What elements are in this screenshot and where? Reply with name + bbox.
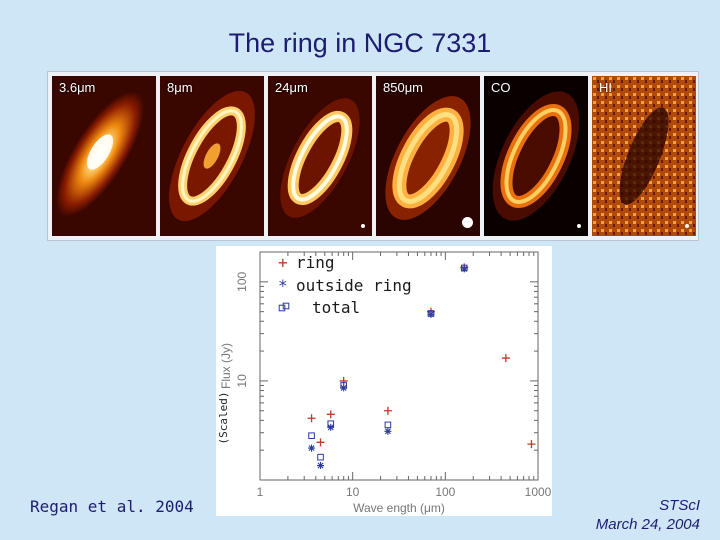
x-tick-label: 1000 — [525, 485, 552, 499]
legend-symbol: * — [278, 276, 288, 295]
panel-label: CO — [491, 80, 511, 95]
data-point-total — [460, 264, 468, 272]
galaxy-panel-850um: 850μm — [376, 76, 480, 236]
data-point-total — [340, 382, 347, 389]
galaxy-panel-hi: HI — [592, 76, 696, 236]
data-point-ring — [339, 376, 348, 385]
data-point-total — [317, 453, 324, 461]
beam-size-marker — [685, 224, 689, 228]
citation: Regan et al. 2004 — [30, 497, 194, 516]
x-tick-label: 100 — [435, 485, 455, 499]
legend-symbol — [282, 302, 290, 310]
plot-frame — [259, 251, 539, 481]
data-point-total — [327, 420, 335, 427]
galaxy-panel-co: CO — [484, 76, 588, 236]
data-point-ring — [501, 354, 510, 363]
y-axis-note: (Scaled) — [217, 392, 230, 445]
beam-size-marker — [577, 224, 581, 228]
y-tick-label: 100 — [235, 271, 249, 291]
data-point-outside-ring — [308, 444, 316, 452]
galaxy-image-24um — [268, 76, 372, 236]
panel-label: HI — [599, 80, 612, 95]
flux-chart-svg: 1 10 100 1000 10 100 Wave ength (μm) Flux (Jy) (… — [217, 251, 552, 515]
beam-size-marker — [462, 217, 473, 228]
galaxy-image-co — [484, 76, 588, 236]
footer-date: March 24, 2004 — [595, 516, 700, 533]
legend-symbol: + — [278, 253, 288, 272]
galaxy-panel-24um: 24μm — [268, 76, 372, 236]
data-point-outside-ring — [460, 265, 468, 273]
footer-org: STScI — [659, 497, 700, 514]
y-tick-label: 10 — [235, 374, 249, 388]
legend-label: outside ring — [296, 276, 412, 295]
data-point-ring — [316, 438, 325, 447]
data-point-total — [308, 432, 315, 439]
legend-label: ring — [296, 253, 335, 272]
legend-label: total — [312, 298, 360, 317]
x-axis-label: Wave ength (μm) — [353, 501, 445, 515]
y-axis-label: Flux (Jy) — [219, 343, 233, 389]
x-tick-label: 1 — [257, 485, 264, 499]
panel-label: 8μm — [167, 80, 193, 95]
slide-title: The ring in NGC 7331 — [228, 28, 492, 58]
data-point-ring — [383, 406, 392, 415]
data-point-ring — [307, 414, 316, 423]
panel-label: 850μm — [383, 80, 424, 95]
panel-label: 24μm — [275, 80, 308, 95]
galaxy-image-850um — [376, 76, 480, 236]
data-point-total — [427, 310, 435, 317]
data-point-outside-ring — [427, 310, 435, 318]
flux-chart: 1 10 100 1000 10 100 Wave ength (μm) Flux (Jy) (… — [216, 246, 552, 516]
galaxy-image-hi — [592, 76, 696, 236]
footer-credit: STScI March 24, 2004 — [596, 496, 700, 534]
data-point-ring — [326, 410, 335, 419]
data-point-total — [384, 421, 392, 429]
data-point-outside-ring — [327, 423, 335, 431]
legend-symbol — [278, 304, 286, 312]
x-tick-label: 10 — [346, 485, 360, 499]
galaxy-image-8um — [160, 76, 264, 236]
beam-size-marker — [361, 224, 365, 228]
galaxy-panel-8um: 8μm — [160, 76, 264, 236]
galaxy-image-strip: 3.6μm 8μm 24μm 850μm — [48, 72, 698, 240]
data-point-outside-ring — [317, 462, 325, 470]
galaxy-panel-3-6um: 3.6μm — [52, 76, 156, 236]
panel-label: 3.6μm — [59, 80, 96, 95]
data-point-ring — [527, 440, 536, 449]
data-point-outside-ring — [384, 427, 392, 435]
galaxy-image-3-6um — [52, 76, 156, 236]
